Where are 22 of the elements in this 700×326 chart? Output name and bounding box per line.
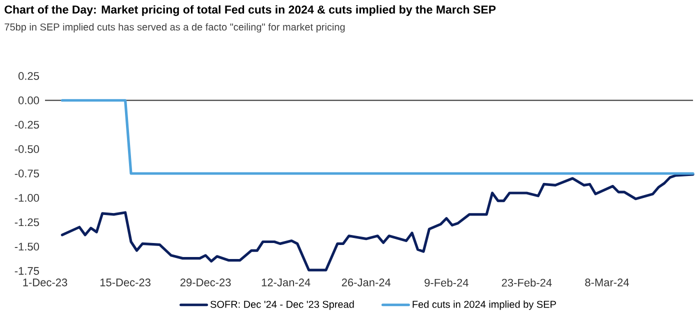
y-tick-label: 0.25 xyxy=(18,72,39,80)
x-tick-label: 8-Mar-24 xyxy=(585,278,629,286)
x-tick-label: 23-Feb-24 xyxy=(502,278,552,287)
y-tick-label: -0.75 xyxy=(14,170,39,178)
y-tick-label: -0.50 xyxy=(14,145,40,154)
legend-label: Fed cuts in 2024 implied by SEP xyxy=(412,300,556,310)
chart-subtitle: 75bp in SEP implied cuts has served as a de facto "ceiling" for market pricing xyxy=(4,23,345,33)
x-tick-label: 15-Dec-23 xyxy=(100,278,150,286)
x-tick-label: 12-Jan-24 xyxy=(262,278,310,286)
x-tick-label: 26-Jan-24 xyxy=(342,278,391,286)
x-tick-label: 1-Dec-23 xyxy=(23,278,68,286)
x-tick-label: 9-Feb-24 xyxy=(424,278,468,287)
y-tick-label: -1.50 xyxy=(14,242,40,251)
y-tick-label: -1.75 xyxy=(14,267,39,275)
y-tick-label: -1.00 xyxy=(14,194,40,202)
line-series xyxy=(60,173,694,272)
legend-label: SOFR: Dec '24 - Dec '23 Spread xyxy=(210,300,354,310)
chart-title: Chart of the Day: Market pricing of total Fed cuts in 2024 & cuts implied by the March SEP xyxy=(4,5,496,16)
x-tick-label: 29-Dec-23 xyxy=(180,278,231,286)
y-tick-label: 0.00 xyxy=(18,96,40,104)
y-tick-label: -1.25 xyxy=(14,218,39,226)
y-tick-label: -0.25 xyxy=(14,120,39,129)
